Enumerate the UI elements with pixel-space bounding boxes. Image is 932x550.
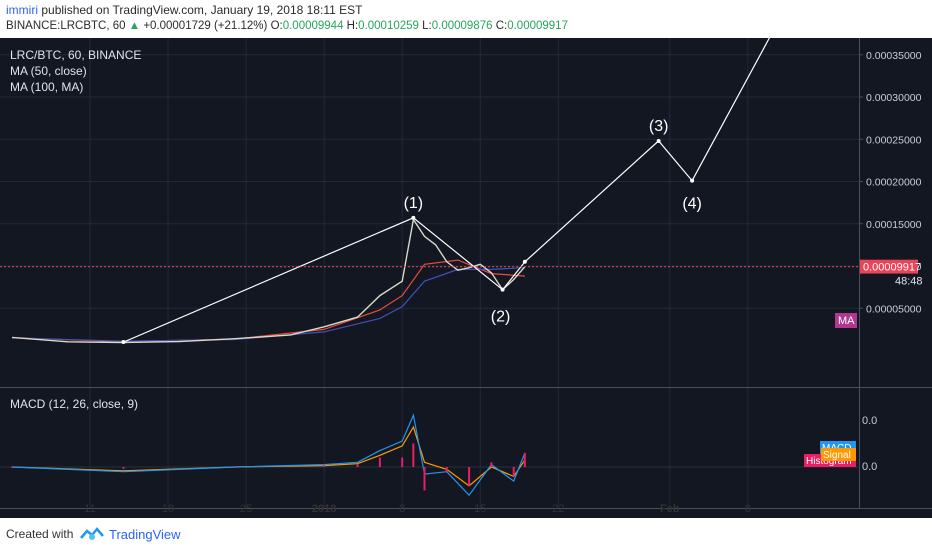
ma100-legend[interactable]: MA (100, MA)	[10, 80, 83, 94]
macd-axis-tick: 0.0	[862, 415, 877, 427]
countdown-text: 48:48	[895, 276, 923, 288]
ma-badge[interactable]: MA	[838, 315, 855, 327]
histogram-bar	[233, 467, 236, 468]
publish-line: immiri published on TradingView.com, Jan…	[6, 3, 362, 17]
ohlc-line: BINANCE:LRCBTC, 60 ▲ +0.00001729 (+21.12…	[6, 20, 568, 32]
tradingview-brand[interactable]: TradingView	[109, 527, 181, 542]
y-tick-label: 0.00015000	[866, 219, 922, 231]
wave-label: (2)	[491, 309, 511, 326]
wave-point[interactable]	[411, 215, 416, 220]
open-value: 0.00009944	[282, 20, 344, 32]
signal-badge: Signal	[823, 450, 851, 461]
macd-legend[interactable]: MACD (12, 26, close, 9)	[10, 397, 138, 411]
macd-line	[11, 413, 526, 497]
close-label: C:	[495, 20, 508, 32]
macd-series	[0, 413, 859, 497]
low-label: L:	[422, 20, 432, 32]
x-tick-label: 11	[84, 503, 95, 515]
elliott-wave-drawing[interactable]	[121, 38, 783, 345]
wave-point[interactable]	[500, 287, 505, 292]
macd-histogram	[10, 443, 526, 491]
x-tick-label: 8	[745, 503, 751, 515]
open-label: O:	[270, 20, 283, 32]
histogram-bar	[378, 457, 381, 467]
ma-badge-bg[interactable]	[835, 313, 857, 328]
wave-point[interactable]	[690, 178, 695, 183]
publish-info: published on TradingView.com, January 19…	[41, 3, 363, 17]
close-value: 0.00009917	[507, 20, 568, 32]
histogram-bar	[356, 464, 359, 467]
histogram-bar	[323, 465, 326, 467]
histogram-bar	[412, 443, 415, 467]
wave-point[interactable]	[522, 259, 527, 264]
chart-area[interactable]: 0.000050000.000100000.000150000.00020000…	[0, 38, 932, 518]
countdown-bg	[860, 273, 918, 288]
ma50-legend[interactable]: MA (50, close)	[10, 64, 87, 78]
symbol-info: BINANCE:LRCBTC, 60	[6, 20, 126, 32]
wave-point[interactable]	[121, 340, 126, 345]
y-tick-label: 0.00030000	[866, 92, 922, 104]
wave-label: (1)	[404, 195, 424, 212]
author-link[interactable]: immiri	[6, 3, 38, 17]
x-tick-label: 25	[240, 503, 252, 515]
price-pane	[0, 38, 859, 387]
macd-axis-tick: 0.0	[862, 461, 877, 473]
histogram-bar	[10, 467, 13, 468]
price-tag-bg	[860, 259, 918, 274]
wave-labels: (1)(2)(3)(4)(5)	[404, 118, 702, 326]
time-axis-ticks: 11 18 25 2018 8 15 22 Feb 8	[84, 503, 751, 515]
last-price-tag: 0.00009917 48:48	[860, 259, 923, 288]
chart-legend-title: LRC/BTC, 60, BINANCE	[10, 48, 141, 62]
wave-label: (3)	[649, 118, 669, 135]
up-arrow-icon: ▲	[128, 20, 141, 32]
x-tick-label: 2018	[312, 503, 336, 515]
wave-label: (4)	[682, 196, 702, 213]
tradingview-logo-icon	[80, 527, 104, 540]
histogram-badge: Histogram	[806, 456, 852, 467]
histogram-bar	[523, 452, 526, 467]
signal-badge-bg	[821, 448, 856, 461]
header-bar: immiri published on TradingView.com, Jan…	[0, 0, 932, 38]
x-tick-label: 18	[162, 503, 174, 515]
low-value: 0.00009876	[431, 20, 493, 32]
high-value: 0.00010259	[358, 20, 419, 32]
x-tick-label: 15	[474, 503, 486, 515]
y-tick-label: 0.00035000	[866, 50, 922, 62]
grid-lines	[0, 38, 859, 508]
high-label: H:	[346, 20, 359, 32]
x-tick-label: 22	[552, 503, 564, 515]
histogram-bar	[512, 467, 515, 477]
x-tick-label: 8	[399, 503, 405, 515]
histogram-bar	[401, 457, 404, 467]
change-value: +0.00001729 (+21.12%)	[143, 20, 268, 32]
y-tick-label: 0.00020000	[866, 177, 922, 189]
footer-bar: Created with TradingView	[0, 518, 932, 550]
histogram-bar	[445, 467, 448, 472]
histogram-bar	[490, 462, 493, 467]
y-tick-label: 0.00025000	[866, 134, 922, 146]
wave-point[interactable]	[656, 138, 661, 143]
ma100-line	[11, 267, 525, 342]
price-tag-text: 0.00009917	[863, 262, 921, 274]
y-tick-label: 0.00005000	[866, 303, 922, 315]
histogram-bar	[122, 467, 125, 469]
x-tick-label: Feb	[660, 503, 680, 515]
created-with-text: Created with	[6, 527, 74, 541]
histogram-bar	[468, 467, 471, 486]
histogram-bar	[423, 467, 426, 491]
